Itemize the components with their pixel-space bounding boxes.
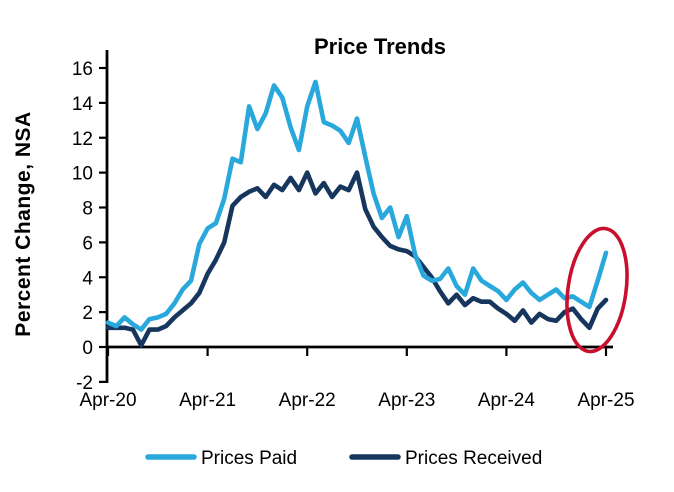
y-tick-label: 16 [72, 59, 93, 80]
y-tick-label: 0 [82, 338, 93, 359]
legend-label-prices-paid: Prices Paid [201, 448, 297, 469]
y-tick-label: 4 [82, 268, 93, 289]
y-axis-title: Percent Change, NSA [12, 111, 35, 336]
legend-label-prices-received: Prices Received [405, 448, 542, 469]
x-tick-label: Apr-25 [577, 390, 634, 411]
series-line-prices-received [105, 170, 609, 348]
legend: Prices Paid Prices Received [145, 448, 542, 469]
x-tick-label: Apr-21 [179, 390, 236, 411]
y-tick-label: 14 [72, 94, 94, 115]
x-tick-label: Apr-23 [378, 390, 435, 411]
y-axis-ticks: 16 14 12 10 8 6 4 2 0 -2 [72, 59, 107, 394]
y-tick-label: 6 [82, 233, 93, 254]
y-tick-label: -2 [76, 373, 93, 394]
y-tick-label: 12 [72, 129, 93, 150]
y-tick-label: 10 [72, 164, 93, 185]
x-tick-label: Apr-24 [478, 390, 535, 411]
x-tick-label: Apr-20 [79, 390, 136, 411]
y-tick-label: 2 [82, 303, 93, 324]
series-line-prices-paid [105, 79, 609, 332]
highlight-ellipse-annotation [565, 226, 629, 354]
chart-title: Price Trends [314, 34, 446, 59]
x-tick-label: Apr-22 [279, 390, 336, 411]
x-axis-ticks: Apr-20 Apr-21 Apr-22 Apr-23 Apr-24 Apr-25 [79, 347, 635, 411]
y-tick-label: 8 [82, 199, 93, 220]
